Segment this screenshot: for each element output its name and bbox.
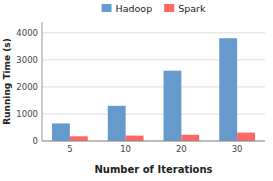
legend-label: Hadoop <box>116 3 153 14</box>
grid-line <box>42 32 265 33</box>
x-tick-label: 5 <box>67 144 72 154</box>
y-tick-label: 4000 <box>16 28 38 38</box>
x-tick-label: 20 <box>176 144 187 154</box>
bar <box>52 123 70 141</box>
legend-label: Spark <box>178 3 206 14</box>
bar <box>126 136 144 141</box>
x-tick-label: 30 <box>232 144 243 154</box>
bar <box>108 106 126 141</box>
bar <box>70 136 88 141</box>
legend-swatch <box>102 4 112 12</box>
y-axis-line <box>42 22 43 141</box>
bar <box>237 133 255 141</box>
bar <box>181 135 199 141</box>
bar <box>219 38 237 141</box>
bar <box>164 71 182 141</box>
y-tick-label: 3000 <box>16 55 38 65</box>
y-tick-label: 0 <box>33 136 38 146</box>
legend-swatch <box>164 4 174 12</box>
y-tick-label: 1000 <box>16 109 38 119</box>
y-axis-label: Running Time (s) <box>2 38 12 125</box>
y-tick-label: 2000 <box>16 82 38 92</box>
x-axis-label: Number of Iterations <box>94 164 212 175</box>
x-tick-label: 10 <box>120 144 131 154</box>
chart: 0 1000 2000 3000 4000 5 10 20 30 Number of Iterat… <box>0 0 273 181</box>
grid <box>42 33 265 141</box>
legend: Hadoop Spark <box>102 3 206 14</box>
x-axis-line <box>42 141 265 142</box>
grid-line <box>42 141 265 142</box>
